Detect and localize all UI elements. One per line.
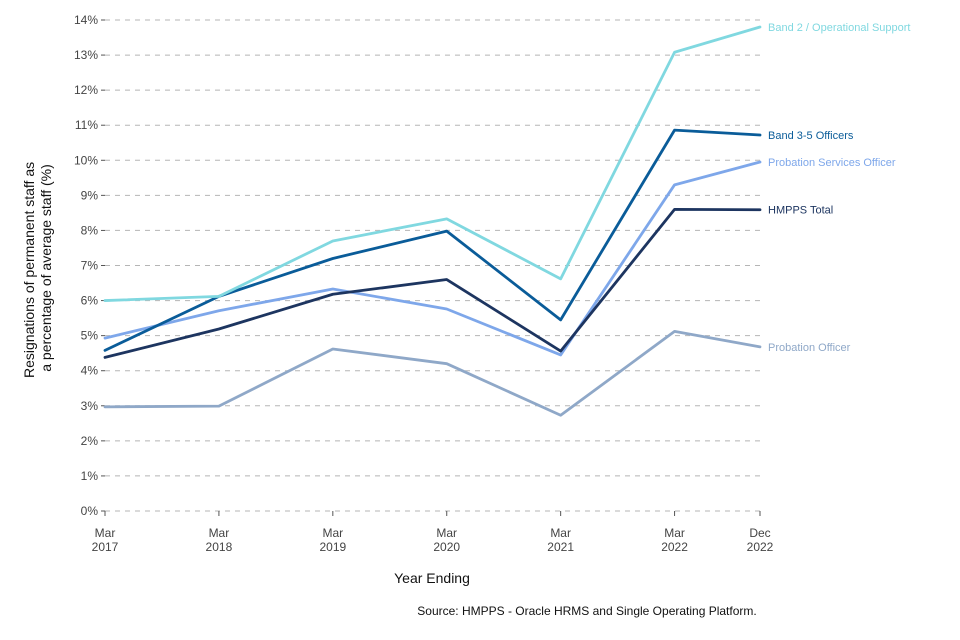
y-tick-label: 5% (81, 329, 99, 343)
y-axis-tick-labels: 0% 1% 2% 3% 4% 5% 6% 7% 8% 9% 10% 11% 12% 13% 14% (74, 13, 105, 518)
x-tick-year: 2022 (661, 540, 688, 554)
series-line-band-2-operational-support (103, 25, 762, 302)
series-label-probation-services-officer: Probation Services Officer (768, 157, 896, 169)
x-tick-label: Mar 2020 (433, 526, 460, 554)
y-tick-label: 13% (74, 48, 98, 62)
y-tick-label: 9% (81, 188, 99, 202)
x-tick-label: Mar 2022 (661, 526, 688, 554)
x-tick-year: 2017 (92, 540, 119, 554)
x-tick-label: Mar 2017 (92, 526, 119, 554)
y-tick-label: 10% (74, 153, 98, 167)
x-tick-label: Mar 2018 (206, 526, 233, 554)
y-tick-label: 6% (81, 294, 99, 308)
x-tick-month: Mar (209, 526, 230, 540)
x-tick-label: Mar 2019 (319, 526, 346, 554)
x-tick-year: 2022 (747, 540, 774, 554)
x-tick-month: Dec (749, 526, 770, 540)
x-tick-year: 2019 (319, 540, 346, 554)
series-label-hmpps-total: HMPPS Total (768, 205, 833, 217)
y-tick-label: 12% (74, 83, 98, 97)
y-tick-label: 14% (74, 13, 98, 27)
series-line-band-3-5-officers (103, 128, 762, 352)
y-tick-label: 2% (81, 434, 99, 448)
y-axis-title: Resignations of permanent staff as a per… (21, 158, 54, 378)
series-line-hmpps-total (103, 207, 762, 359)
y-tick-label: 1% (81, 469, 99, 483)
series-label-probation-officer: Probation Officer (768, 342, 851, 354)
x-tick-year: 2021 (547, 540, 574, 554)
y-tick-label: 4% (81, 364, 99, 378)
series-label-band-2-operational-support: Band 2 / Operational Support (768, 22, 910, 34)
x-tick-month: Mar (436, 526, 457, 540)
gridlines (105, 19, 760, 512)
x-tick-label: Dec 2022 (747, 526, 774, 554)
x-tick-label: Mar 2021 (547, 526, 574, 554)
series-line-probation-services-officer (103, 160, 762, 357)
series-labels: Probation Officer Probation Services Offi… (768, 22, 910, 354)
y-axis-title-line-2: a percentage of average staff (%) (38, 164, 54, 372)
x-tick-year: 2018 (206, 540, 233, 554)
series-lines (103, 25, 762, 417)
y-tick-label: 7% (81, 259, 99, 273)
x-tick-month: Mar (95, 526, 116, 540)
y-tick-label: 0% (81, 504, 99, 518)
x-tick-year: 2020 (433, 540, 460, 554)
series-line-probation-officer (103, 330, 762, 417)
x-tick-month: Mar (322, 526, 343, 540)
y-axis-title-line-1: Resignations of permanent staff as (21, 162, 37, 378)
source-note: Source: HMPPS - Oracle HRMS and Single O… (417, 604, 756, 618)
y-tick-label: 11% (75, 118, 98, 132)
x-tick-month: Mar (664, 526, 685, 540)
x-tick-month: Mar (550, 526, 571, 540)
series-label-band-3-5-officers: Band 3-5 Officers (768, 130, 854, 142)
x-axis-title: Year Ending (394, 570, 470, 586)
y-tick-label: 3% (81, 399, 99, 413)
y-tick-label: 8% (81, 223, 99, 237)
